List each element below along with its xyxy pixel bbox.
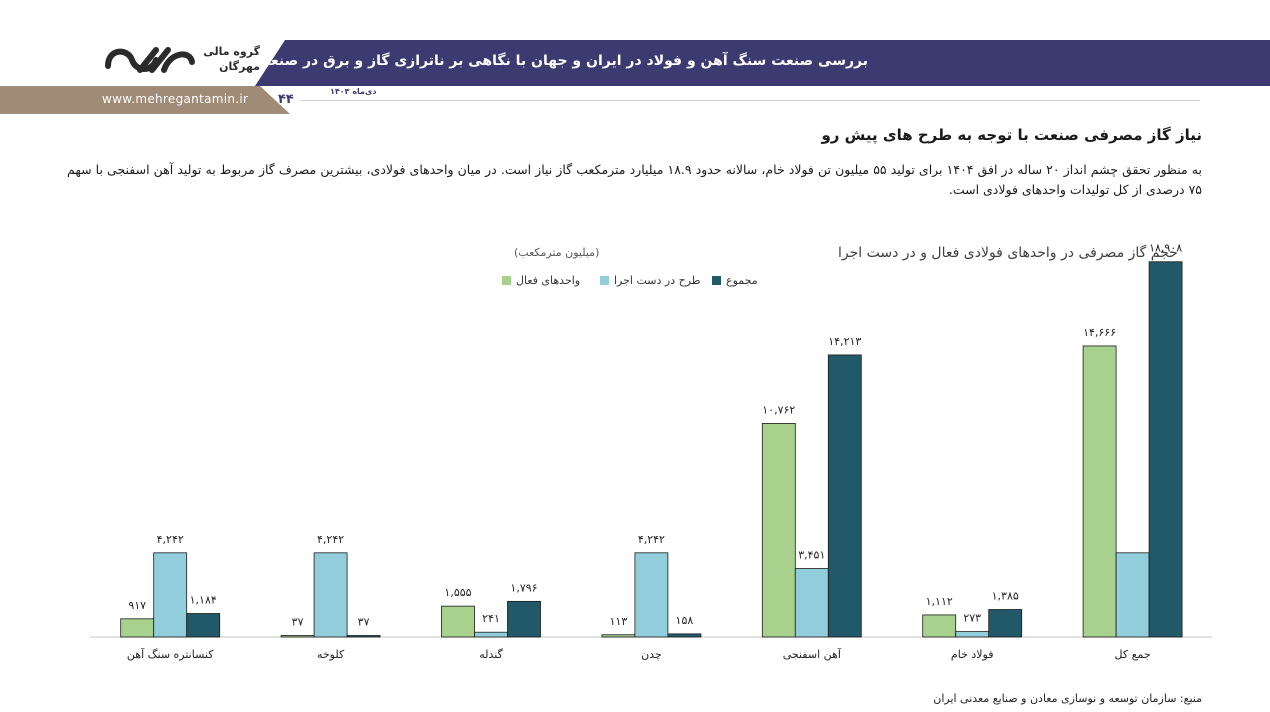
category-label-2: گندله: [479, 648, 503, 661]
bar-0-2: [186, 613, 221, 638]
bar-6-0: [1082, 345, 1117, 638]
bar-3-1: [634, 552, 669, 638]
data-label-5-2: ۱,۳۸۵: [992, 590, 1019, 603]
bar-2-1: [474, 631, 508, 638]
data-label-5-1: ۲۷۳: [963, 612, 981, 625]
legend-swatch-1: [600, 276, 609, 285]
report-title: بررسی صنعت سنگ آهن و فولاد در ایران و جه…: [215, 53, 868, 69]
data-label-1-1: ۴,۲۴۲: [317, 533, 344, 546]
legend-swatch-0: [502, 276, 511, 285]
chart-title: حجم گاز مصرفی در واحدهای فولادی فعال و د…: [838, 244, 1178, 261]
data-label-1-0: ۳۷: [292, 616, 304, 629]
logo-text: گروه مالی مهرگان: [203, 45, 260, 73]
bar-3-2: [667, 633, 702, 638]
data-label-0-1: ۴,۲۴۲: [157, 533, 184, 546]
bar-6-1: [1115, 552, 1150, 638]
data-label-3-1: ۴,۲۴۲: [638, 533, 665, 546]
bar-2-2: [507, 600, 541, 638]
data-label-6-0: ۱۴,۶۶۶: [1083, 326, 1116, 339]
site-url-link[interactable]: www.mehregantamin.ir: [102, 92, 249, 106]
gas-consumption-chart: حجم گاز مصرفی در واحدهای فولادی فعال و د…: [90, 242, 1212, 661]
issue-date: دی‌ماه ۱۴۰۳: [330, 87, 377, 96]
chart-subtitle: (میلیون مترمکعب): [514, 246, 599, 259]
bar-6-2: [1148, 261, 1183, 638]
data-label-4-1: ۳,۴۵۱: [798, 549, 825, 562]
data-label-6-2: ۱۸,۹۰۸: [1149, 242, 1182, 255]
header-divider: [300, 100, 1200, 101]
data-label-4-0: ۱۰,۷۶۲: [762, 403, 795, 416]
data-label-2-0: ۱,۵۵۵: [444, 586, 471, 599]
data-label-2-2: ۱,۷۹۶: [510, 581, 537, 594]
data-label-0-0: ۹۱۷: [128, 599, 146, 612]
category-label-5: فولاد خام: [951, 648, 994, 661]
data-label-2-1: ۲۴۱: [482, 612, 500, 625]
data-label-3-2: ۱۵۸: [676, 614, 694, 627]
category-label-4: آهن اسفنجی: [783, 647, 842, 661]
header-band: [255, 40, 1270, 86]
data-label-5-0: ۱,۱۱۲: [926, 595, 953, 608]
data-label-1-2: ۳۷: [358, 616, 370, 629]
bar-4-1: [794, 568, 829, 638]
company-logo-icon: [105, 47, 195, 73]
section-heading: نیاز گاز مصرفی صنعت با توجه به طرح های پ…: [821, 126, 1202, 144]
bar-3-0: [601, 634, 636, 638]
bar-0-0: [120, 618, 155, 638]
bar-1-0: [280, 635, 315, 638]
legend-swatch-2: [712, 276, 721, 285]
source-note: منبع: سازمان توسعه و نوسازی معادن و صنای…: [933, 692, 1202, 705]
data-label-3-0: ۱۱۳: [610, 615, 628, 628]
bar-1-1: [313, 552, 348, 638]
bar-4-2: [827, 354, 862, 638]
bar-2-0: [441, 605, 475, 638]
category-label-1: کلوخه: [317, 648, 345, 661]
bar-5-1: [955, 631, 990, 638]
bar-5-0: [922, 614, 957, 638]
site-band: [0, 86, 290, 114]
category-label-6: جمع کل: [1115, 648, 1151, 661]
data-label-4-2: ۱۴,۲۱۳: [828, 335, 861, 348]
bar-4-0: [761, 423, 796, 638]
legend-label-1: طرح در دست اجرا: [614, 274, 701, 287]
bar-5-2: [988, 609, 1023, 638]
data-label-0-2: ۱,۱۸۴: [190, 594, 217, 607]
legend-label-0: واحدهای فعال: [516, 274, 580, 287]
category-label-3: چدن: [641, 648, 662, 661]
category-label-0: کنسانتره سنگ آهن: [127, 647, 214, 661]
legend-label-2: مجموع: [726, 274, 758, 287]
bar-0-1: [153, 552, 188, 638]
page-number: ۴۴: [278, 92, 294, 107]
bar-1-2: [346, 635, 381, 638]
body-paragraph: به منظور تحقق چشم انداز ۲۰ ساله در افق ۱…: [67, 162, 1202, 197]
